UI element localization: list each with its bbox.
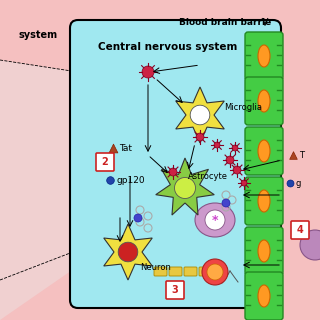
Circle shape <box>142 66 154 78</box>
Circle shape <box>169 168 177 176</box>
FancyBboxPatch shape <box>154 267 167 276</box>
FancyBboxPatch shape <box>245 77 283 125</box>
FancyBboxPatch shape <box>245 127 283 175</box>
Circle shape <box>196 133 204 141</box>
FancyBboxPatch shape <box>245 227 283 275</box>
FancyBboxPatch shape <box>199 267 212 276</box>
Circle shape <box>190 105 210 125</box>
Point <box>108 177 113 182</box>
FancyBboxPatch shape <box>245 177 283 225</box>
Text: *: * <box>212 213 218 227</box>
FancyBboxPatch shape <box>70 20 281 308</box>
Ellipse shape <box>258 285 270 307</box>
Circle shape <box>241 180 247 186</box>
Polygon shape <box>156 158 214 215</box>
Text: T: T <box>299 150 304 159</box>
FancyBboxPatch shape <box>96 153 114 171</box>
Text: Astrocyte: Astrocyte <box>188 172 228 180</box>
Ellipse shape <box>300 230 320 260</box>
Circle shape <box>226 156 234 164</box>
Text: system: system <box>18 30 57 40</box>
Text: Microglia: Microglia <box>224 102 262 111</box>
Text: Central nervous system: Central nervous system <box>98 42 238 52</box>
Point <box>110 145 116 151</box>
Circle shape <box>232 145 238 151</box>
FancyBboxPatch shape <box>166 281 184 299</box>
Text: g: g <box>296 179 301 188</box>
FancyBboxPatch shape <box>245 272 283 320</box>
FancyBboxPatch shape <box>291 221 309 239</box>
Circle shape <box>118 242 138 262</box>
Ellipse shape <box>258 190 270 212</box>
Point <box>291 152 296 157</box>
Polygon shape <box>104 224 152 280</box>
Ellipse shape <box>258 240 270 262</box>
Ellipse shape <box>202 259 228 285</box>
Circle shape <box>214 142 220 148</box>
Circle shape <box>222 199 230 207</box>
Text: 2: 2 <box>102 157 108 167</box>
Text: 4: 4 <box>297 225 303 235</box>
FancyBboxPatch shape <box>214 267 227 276</box>
Circle shape <box>233 166 241 174</box>
Circle shape <box>134 214 142 222</box>
Circle shape <box>207 264 223 280</box>
Text: Neuron: Neuron <box>140 263 171 272</box>
Circle shape <box>205 210 225 230</box>
Text: Tat: Tat <box>119 143 132 153</box>
Polygon shape <box>176 87 224 143</box>
FancyBboxPatch shape <box>245 32 283 80</box>
Ellipse shape <box>258 140 270 162</box>
Text: Blood brain barrie: Blood brain barrie <box>179 18 271 27</box>
Circle shape <box>174 178 196 198</box>
Ellipse shape <box>258 90 270 112</box>
FancyBboxPatch shape <box>169 267 182 276</box>
Point <box>287 180 292 186</box>
Text: 3: 3 <box>172 285 178 295</box>
Ellipse shape <box>195 203 235 237</box>
Text: gp120: gp120 <box>116 175 145 185</box>
Ellipse shape <box>258 45 270 67</box>
FancyBboxPatch shape <box>184 267 197 276</box>
Polygon shape <box>0 60 130 320</box>
